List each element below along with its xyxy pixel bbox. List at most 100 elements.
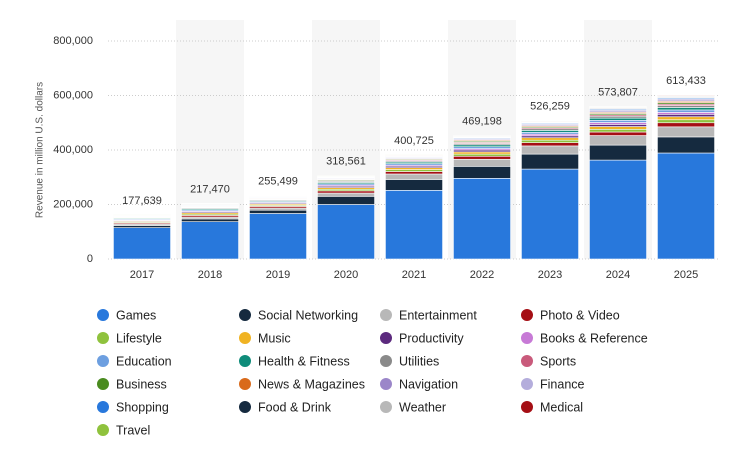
bar-segment [521, 142, 579, 147]
legend-label: Food & Drink [258, 400, 332, 414]
x-tick-label: 2022 [470, 269, 494, 281]
bar-segment [385, 190, 443, 260]
bar-segment [657, 119, 715, 124]
bar-segment [589, 126, 647, 130]
bar-segment [317, 196, 375, 205]
bar-segment [657, 109, 715, 113]
legend-swatch [521, 309, 533, 321]
legend-swatch [521, 378, 533, 390]
bar-segment [113, 225, 171, 228]
bar-segment [249, 209, 307, 214]
bar-segment [453, 158, 511, 167]
legend-label: Photo & Video [540, 308, 620, 322]
total-label: 177,639 [122, 195, 162, 207]
total-label: 217,470 [190, 183, 230, 195]
bar-segment [453, 151, 511, 155]
bar-segment [521, 153, 579, 170]
bar-segment [657, 122, 715, 128]
legend-swatch [239, 355, 251, 367]
legend-swatch [521, 355, 533, 367]
bar-segment [113, 227, 171, 260]
legend-label: Education [116, 354, 172, 368]
bar-segment [317, 190, 375, 194]
legend-label: Weather [399, 400, 446, 414]
bar-segment [589, 119, 647, 123]
bar-segment [181, 218, 239, 222]
legend-label: Navigation [399, 377, 458, 391]
y-tick-label: 600,000 [53, 89, 93, 101]
total-label: 400,725 [394, 135, 434, 147]
y-tick-label: 0 [87, 253, 93, 265]
legend-label: Health & Fitness [258, 354, 350, 368]
bar-segment [521, 137, 579, 141]
total-label: 255,499 [258, 176, 298, 188]
legend-label: Entertainment [399, 308, 477, 322]
legend-swatch [380, 378, 392, 390]
legend-label: Utilities [399, 354, 439, 368]
bar-segment [385, 179, 443, 191]
legend-label: Sports [540, 354, 576, 368]
x-tick-label: 2025 [674, 269, 698, 281]
legend-swatch [97, 332, 109, 344]
x-tick-label: 2023 [538, 269, 562, 281]
bar-segment [521, 139, 579, 143]
legend-label: Shopping [116, 400, 169, 414]
legend-label: Finance [540, 377, 585, 391]
total-label: 613,433 [666, 75, 706, 87]
bar-segment [453, 153, 511, 157]
y-tick-label: 800,000 [53, 35, 93, 47]
bar-segment [657, 136, 715, 154]
x-tick-label: 2017 [130, 269, 154, 281]
total-label: 469,198 [462, 116, 502, 128]
bar-segment [181, 221, 239, 260]
y-axis-label: Revenue in million U.S. dollars [35, 82, 46, 218]
legend-label: Books & Reference [540, 331, 648, 345]
legend-swatch [239, 332, 251, 344]
total-label: 573,807 [598, 87, 638, 99]
x-tick-label: 2024 [606, 269, 630, 281]
legend-swatch [97, 309, 109, 321]
bar-segment [453, 178, 511, 260]
legend-label: Medical [540, 400, 583, 414]
legend-swatch [521, 332, 533, 344]
bar-segment [249, 213, 307, 260]
bar-segment [453, 155, 511, 160]
bar-segment [385, 171, 443, 175]
legend-label: Productivity [399, 331, 464, 345]
legend-label: Business [116, 377, 167, 391]
legend-swatch [97, 424, 109, 436]
bar-segment [657, 116, 715, 121]
legend-swatch [239, 378, 251, 390]
bar-segment [317, 192, 375, 197]
legend-label: Social Networking [258, 308, 358, 322]
legend-swatch [380, 401, 392, 413]
x-tick-label: 2020 [334, 269, 358, 281]
legend-swatch [97, 378, 109, 390]
legend-swatch [239, 401, 251, 413]
legend-swatch [239, 309, 251, 321]
bar-segment [453, 166, 511, 179]
bar-segment [657, 152, 715, 260]
legend-swatch [380, 309, 392, 321]
legend-label: Music [258, 331, 291, 345]
bar-segment [589, 124, 647, 127]
total-label: 318,561 [326, 156, 366, 168]
x-tick-label: 2019 [266, 269, 290, 281]
legend-swatch [97, 355, 109, 367]
y-tick-label: 400,000 [53, 144, 93, 156]
bar-segment [521, 168, 579, 260]
y-tick-label: 200,000 [53, 198, 93, 210]
bar-segment [589, 117, 647, 121]
bar-segment [589, 144, 647, 161]
bar-segment [657, 126, 715, 138]
bar-segment [589, 135, 647, 146]
bar-segment [589, 128, 647, 133]
bar-segment [317, 204, 375, 260]
legend-label: Travel [116, 423, 150, 437]
bar-segment [385, 173, 443, 180]
legend-label: Lifestyle [116, 331, 162, 345]
bar-segment [521, 145, 579, 155]
bar-segment [657, 114, 715, 118]
legend-swatch [521, 401, 533, 413]
